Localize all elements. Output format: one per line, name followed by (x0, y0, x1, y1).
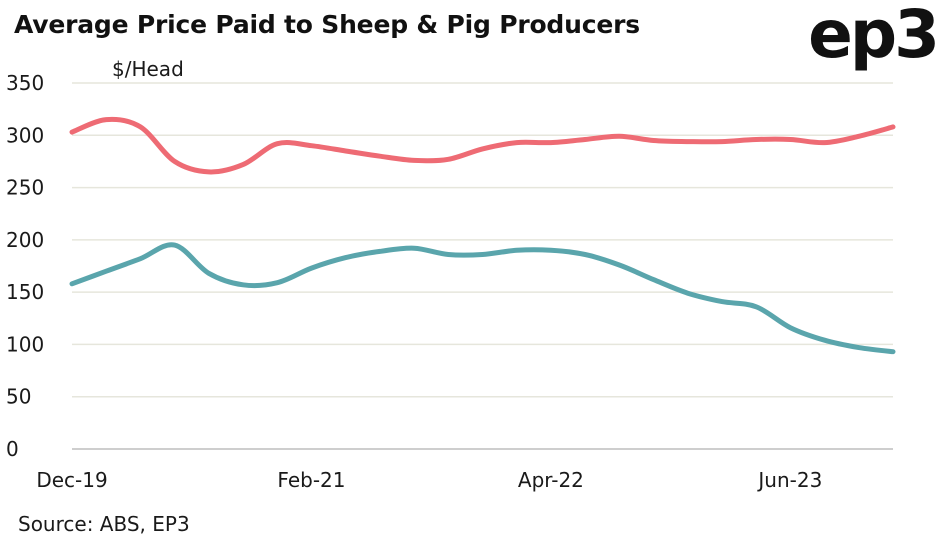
x-tick-label-Apr-22: Apr-22 (518, 468, 584, 492)
y-tick-label-250: 250 (6, 176, 44, 200)
y-tick-label-300: 300 (6, 123, 44, 147)
chart-title: Average Price Paid to Sheep & Pig Produc… (14, 10, 640, 39)
x-tick-label-Feb-21: Feb-21 (277, 468, 345, 492)
y-tick-label-200: 200 (6, 228, 44, 252)
series-line-2 (69, 242, 896, 355)
ep3-logo: ep3 (808, 0, 940, 73)
y-tick-label-100: 100 (6, 332, 44, 356)
y-tick-label-0: 0 (6, 437, 19, 461)
gridlines (72, 82, 893, 398)
series-line-1 (69, 116, 896, 175)
series-lines (69, 116, 896, 355)
y-axis-tick-labels: 0 50 100 150 200 250 300 350 (6, 71, 44, 461)
x-tick-label-Jun-23: Jun-23 (756, 468, 822, 492)
y-tick-label-150: 150 (6, 280, 44, 304)
x-tick-label-Dec-19: Dec-19 (36, 468, 107, 492)
y-axis-unit-label: $/Head (112, 57, 184, 81)
y-tick-label-350: 350 (6, 71, 44, 95)
y-tick-label-50: 50 (6, 385, 31, 409)
source-note: Source: ABS, EP3 (18, 512, 190, 536)
x-axis-tick-labels: Dec-19 Feb-21 Apr-22 Jun-23 (36, 468, 822, 492)
